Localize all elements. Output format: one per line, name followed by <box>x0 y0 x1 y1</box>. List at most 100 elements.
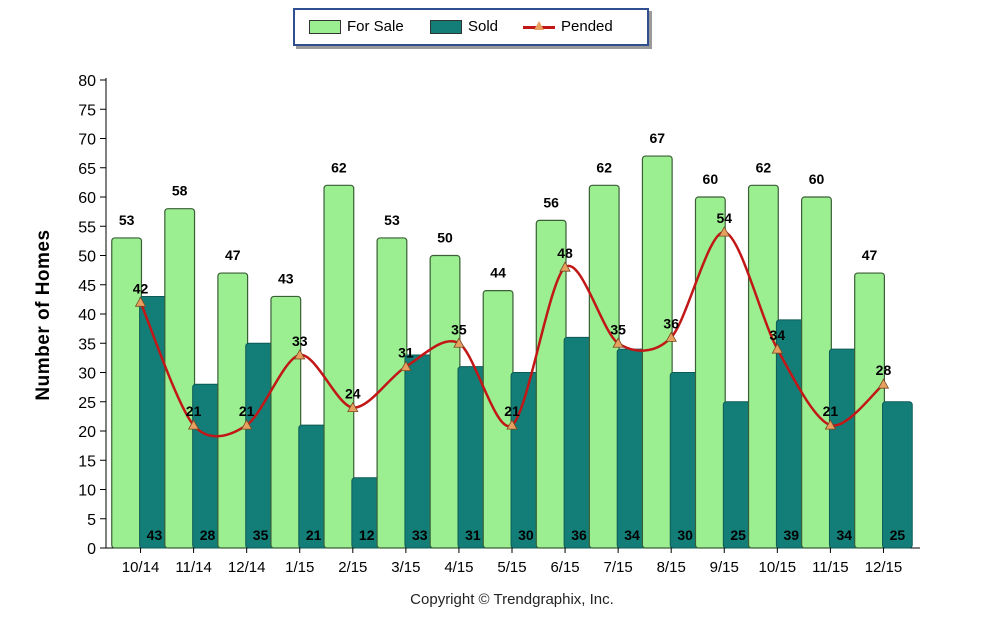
x-tick-label: 12/14 <box>228 559 266 576</box>
for-sale-data-label: 62 <box>596 159 612 175</box>
for-sale-bar <box>641 155 673 549</box>
pended-marker <box>824 419 837 430</box>
pended-data-label: 33 <box>292 333 308 349</box>
y-tick-label: 40 <box>78 307 96 324</box>
for-sale-data-label: 47 <box>225 247 241 263</box>
x-tick-label: 8/15 <box>657 559 686 576</box>
x-tick-label: 9/15 <box>710 559 739 576</box>
y-tick-label: 0 <box>87 541 96 558</box>
for-sale-bar <box>801 196 832 549</box>
sold-data-label: 25 <box>890 527 906 543</box>
pended-data-label: 36 <box>663 315 679 331</box>
x-tick-label: 2/15 <box>338 559 367 576</box>
for-sale-data-label: 53 <box>384 212 400 228</box>
sold-data-label: 34 <box>837 527 853 543</box>
pended-marker <box>187 419 200 430</box>
sold-data-label: 31 <box>465 527 481 543</box>
pended-swatch <box>523 20 555 34</box>
for-sale-swatch <box>309 19 341 34</box>
y-tick-label: 20 <box>78 424 96 441</box>
x-tick-label: 6/15 <box>550 559 579 576</box>
for-sale-data-label: 62 <box>756 159 772 175</box>
x-tick-label: 12/15 <box>865 559 903 576</box>
for-sale-data-label: 58 <box>172 183 188 199</box>
for-sale-data-label: 62 <box>331 159 347 175</box>
pended-data-label: 21 <box>823 403 839 419</box>
sold-data-label: 30 <box>677 527 693 543</box>
pended-marker <box>506 419 518 430</box>
for-sale-bar <box>164 208 196 549</box>
sold-data-label: 39 <box>783 527 799 543</box>
sold-bar <box>882 401 913 549</box>
y-tick-label: 70 <box>78 132 96 149</box>
for-sale-bar <box>482 290 514 549</box>
for-sale-bar <box>376 237 408 549</box>
for-sale-data-label: 53 <box>119 212 135 228</box>
y-tick-label: 25 <box>78 395 96 412</box>
sold-data-label: 36 <box>571 527 587 543</box>
for-sale-bar <box>323 184 355 549</box>
y-axis-label: Number of Homes <box>33 229 54 401</box>
x-tick-label: 7/15 <box>604 559 633 576</box>
x-tick-label: 1/15 <box>285 559 314 576</box>
pended-marker <box>771 343 784 354</box>
sold-data-label: 34 <box>624 527 640 543</box>
sold-data-label: 28 <box>200 527 216 543</box>
pended-data-label: 35 <box>451 321 467 337</box>
for-sale-bar <box>429 254 461 549</box>
x-tick-label: 10/15 <box>759 559 797 576</box>
sold-data-label: 30 <box>518 527 534 543</box>
legend-item-pended: Pended <box>523 18 613 35</box>
pended-data-label: 21 <box>186 403 202 419</box>
for-sale-data-label: 60 <box>703 171 719 187</box>
legend: For Sale Sold Pended <box>293 8 649 46</box>
for-sale-data-label: 44 <box>490 265 506 281</box>
pended-data-label: 28 <box>876 362 892 378</box>
pended-marker <box>400 360 412 372</box>
pended-marker <box>665 331 677 342</box>
x-tick-label: 10/14 <box>122 559 160 576</box>
y-tick-label: 10 <box>78 483 96 500</box>
pended-marker <box>718 226 730 237</box>
pended-data-label: 48 <box>557 245 573 261</box>
y-tick-label: 55 <box>78 219 96 236</box>
legend-label-sold: Sold <box>468 18 499 35</box>
y-tick-label: 50 <box>78 249 96 266</box>
pended-data-label: 31 <box>398 345 414 361</box>
y-tick-label: 15 <box>78 453 96 470</box>
x-tick-label: 5/15 <box>497 559 526 576</box>
y-tick-label: 30 <box>78 366 96 383</box>
for-sale-data-label: 50 <box>437 230 453 246</box>
for-sale-data-label: 47 <box>862 247 878 263</box>
x-tick-label: 11/14 <box>175 559 211 576</box>
pended-marker <box>294 349 306 360</box>
pended-marker <box>240 419 253 430</box>
pended-marker <box>347 401 359 413</box>
sold-data-label: 12 <box>359 527 375 543</box>
copyright-text: Copyright © Trendgraphix, Inc. <box>410 591 614 608</box>
legend-label-pended: Pended <box>561 18 613 35</box>
pended-marker <box>559 261 571 272</box>
y-tick-label: 65 <box>78 161 96 178</box>
for-sale-data-label: 43 <box>278 270 294 286</box>
for-sale-data-label: 60 <box>809 171 825 187</box>
pended-line <box>139 230 885 438</box>
y-tick-label: 45 <box>78 278 96 295</box>
y-tick-label: 60 <box>78 190 96 207</box>
pended-data-label: 42 <box>133 280 149 296</box>
for-sale-data-label: 56 <box>543 194 559 210</box>
x-tick-label: 4/15 <box>444 559 473 576</box>
y-tick-label: 5 <box>87 512 96 529</box>
legend-item-sold: Sold <box>430 18 498 35</box>
legend-label-for-sale: For Sale <box>347 18 404 35</box>
pended-data-label: 54 <box>716 210 732 226</box>
y-tick-label: 75 <box>78 102 96 119</box>
sold-data-label: 43 <box>147 527 163 543</box>
for-sale-bar <box>694 196 726 549</box>
x-tick-label: 3/15 <box>391 559 420 576</box>
pended-marker <box>453 337 465 348</box>
sold-data-label: 35 <box>253 527 269 543</box>
for-sale-bar <box>747 184 779 549</box>
sold-data-label: 21 <box>306 527 322 543</box>
